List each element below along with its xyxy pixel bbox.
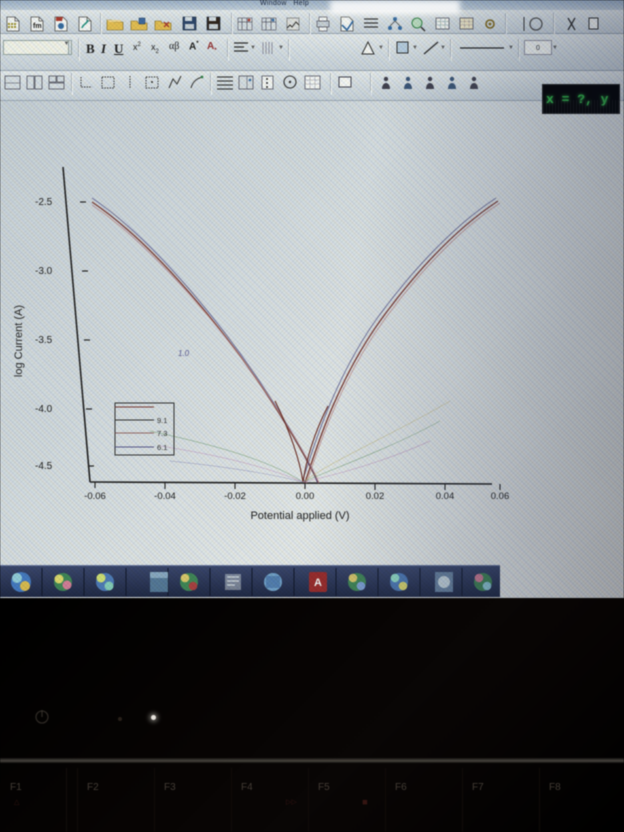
svg-text:-3.0: -3.0 [35,266,53,277]
svg-text:log Current (A): log Current (A) [13,305,25,377]
svg-text:9.1: 9.1 [157,416,167,425]
svg-text:-4.0: -4.0 [35,404,53,415]
svg-text:7.3: 7.3 [157,429,167,438]
svg-text:1.0: 1.0 [178,349,190,358]
svg-text:0.00: 0.00 [296,491,315,502]
svg-text:-4.5: -4.5 [35,461,53,472]
svg-text:fm: fm [33,23,42,30]
svg-text:-0.02: -0.02 [224,491,246,502]
svg-text:-0.06: -0.06 [84,491,106,502]
svg-text:-2.5: -2.5 [35,197,53,208]
svg-text:Potential applied (V): Potential applied (V) [250,510,349,522]
svg-text:-0.04: -0.04 [154,491,176,502]
svg-text:0.04: 0.04 [436,491,455,502]
svg-text:-3.5: -3.5 [35,335,53,346]
svg-text:0.06: 0.06 [491,491,510,502]
svg-text:6.1: 6.1 [157,443,167,452]
svg-text:0.02: 0.02 [366,491,385,502]
